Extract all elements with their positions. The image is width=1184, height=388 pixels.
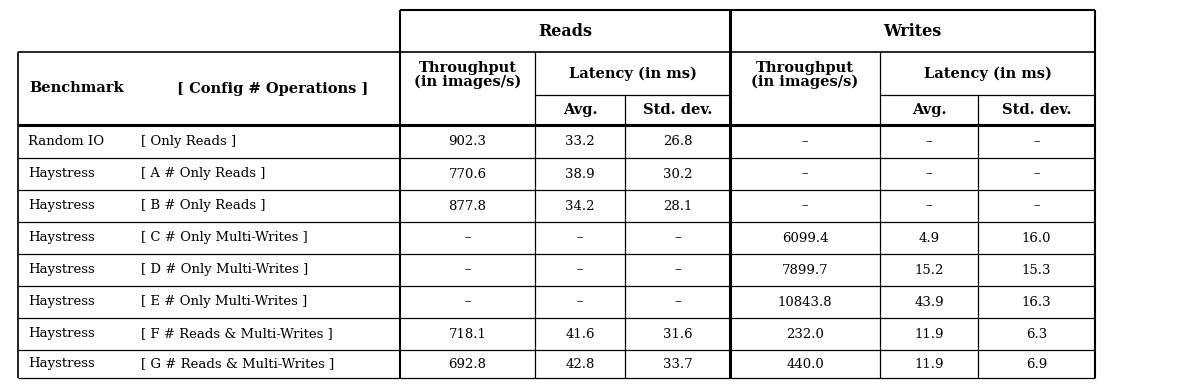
Text: 877.8: 877.8 xyxy=(449,199,487,213)
Text: 31.6: 31.6 xyxy=(663,327,693,341)
Text: Haystress: Haystress xyxy=(28,327,95,341)
Text: 692.8: 692.8 xyxy=(449,357,487,371)
Text: [ F # Reads & Multi-Writes ]: [ F # Reads & Multi-Writes ] xyxy=(141,327,333,341)
Text: 440.0: 440.0 xyxy=(786,357,824,371)
Text: –: – xyxy=(926,135,932,148)
Text: Benchmark: Benchmark xyxy=(30,81,124,95)
Text: –: – xyxy=(802,168,809,180)
Text: 26.8: 26.8 xyxy=(663,135,693,148)
Text: –: – xyxy=(674,296,681,308)
Text: 33.2: 33.2 xyxy=(565,135,594,148)
Text: –: – xyxy=(1034,168,1040,180)
Text: (in images/s): (in images/s) xyxy=(752,75,858,89)
Text: (in images/s): (in images/s) xyxy=(414,75,521,89)
Text: Avg.: Avg. xyxy=(912,103,946,117)
Text: 6099.4: 6099.4 xyxy=(781,232,829,244)
Text: –: – xyxy=(926,199,932,213)
Text: Haystress: Haystress xyxy=(28,232,95,244)
Text: 718.1: 718.1 xyxy=(449,327,487,341)
Text: 6.9: 6.9 xyxy=(1025,357,1047,371)
Text: –: – xyxy=(464,296,471,308)
Text: Throughput: Throughput xyxy=(757,61,854,75)
Text: 15.2: 15.2 xyxy=(914,263,944,277)
Text: 16.3: 16.3 xyxy=(1022,296,1051,308)
Text: 28.1: 28.1 xyxy=(663,199,693,213)
Text: Reads: Reads xyxy=(538,23,592,40)
Text: 41.6: 41.6 xyxy=(565,327,594,341)
Text: 770.6: 770.6 xyxy=(449,168,487,180)
Text: [ B # Only Reads ]: [ B # Only Reads ] xyxy=(141,199,265,213)
Text: 34.2: 34.2 xyxy=(565,199,594,213)
Text: Latency (in ms): Latency (in ms) xyxy=(924,66,1051,81)
Text: 11.9: 11.9 xyxy=(914,327,944,341)
Text: –: – xyxy=(674,263,681,277)
Text: –: – xyxy=(802,199,809,213)
Text: 10843.8: 10843.8 xyxy=(778,296,832,308)
Text: 16.0: 16.0 xyxy=(1022,232,1051,244)
Text: –: – xyxy=(577,232,584,244)
Text: 30.2: 30.2 xyxy=(663,168,693,180)
Text: 43.9: 43.9 xyxy=(914,296,944,308)
Text: –: – xyxy=(802,135,809,148)
Text: Haystress: Haystress xyxy=(28,199,95,213)
Text: 6.3: 6.3 xyxy=(1025,327,1047,341)
Text: –: – xyxy=(926,168,932,180)
Text: [ A # Only Reads ]: [ A # Only Reads ] xyxy=(141,168,265,180)
Text: Haystress: Haystress xyxy=(28,296,95,308)
Text: Writes: Writes xyxy=(883,23,941,40)
Text: [ E # Only Multi-Writes ]: [ E # Only Multi-Writes ] xyxy=(141,296,308,308)
Text: Haystress: Haystress xyxy=(28,168,95,180)
Text: 38.9: 38.9 xyxy=(565,168,594,180)
Text: –: – xyxy=(577,263,584,277)
Text: 4.9: 4.9 xyxy=(919,232,940,244)
Text: Std. dev.: Std. dev. xyxy=(1002,103,1072,117)
Text: [ Config # Operations ]: [ Config # Operations ] xyxy=(176,81,368,95)
Text: [ C # Only Multi-Writes ]: [ C # Only Multi-Writes ] xyxy=(141,232,308,244)
Text: 232.0: 232.0 xyxy=(786,327,824,341)
Text: 15.3: 15.3 xyxy=(1022,263,1051,277)
Text: 11.9: 11.9 xyxy=(914,357,944,371)
Text: Random IO: Random IO xyxy=(28,135,104,148)
Text: [ D # Only Multi-Writes ]: [ D # Only Multi-Writes ] xyxy=(141,263,308,277)
Text: –: – xyxy=(464,232,471,244)
Text: [ Only Reads ]: [ Only Reads ] xyxy=(141,135,236,148)
Text: –: – xyxy=(1034,199,1040,213)
Text: 33.7: 33.7 xyxy=(663,357,693,371)
Text: [ G # Reads & Multi-Writes ]: [ G # Reads & Multi-Writes ] xyxy=(141,357,334,371)
Text: Haystress: Haystress xyxy=(28,357,95,371)
Text: Haystress: Haystress xyxy=(28,263,95,277)
Text: 902.3: 902.3 xyxy=(449,135,487,148)
Text: –: – xyxy=(464,263,471,277)
Text: Std. dev.: Std. dev. xyxy=(643,103,713,117)
Text: Avg.: Avg. xyxy=(562,103,597,117)
Text: –: – xyxy=(674,232,681,244)
Text: 42.8: 42.8 xyxy=(565,357,594,371)
Text: –: – xyxy=(1034,135,1040,148)
Text: –: – xyxy=(577,296,584,308)
Text: Throughput: Throughput xyxy=(418,61,516,75)
Text: 7899.7: 7899.7 xyxy=(781,263,829,277)
Text: Latency (in ms): Latency (in ms) xyxy=(568,66,696,81)
